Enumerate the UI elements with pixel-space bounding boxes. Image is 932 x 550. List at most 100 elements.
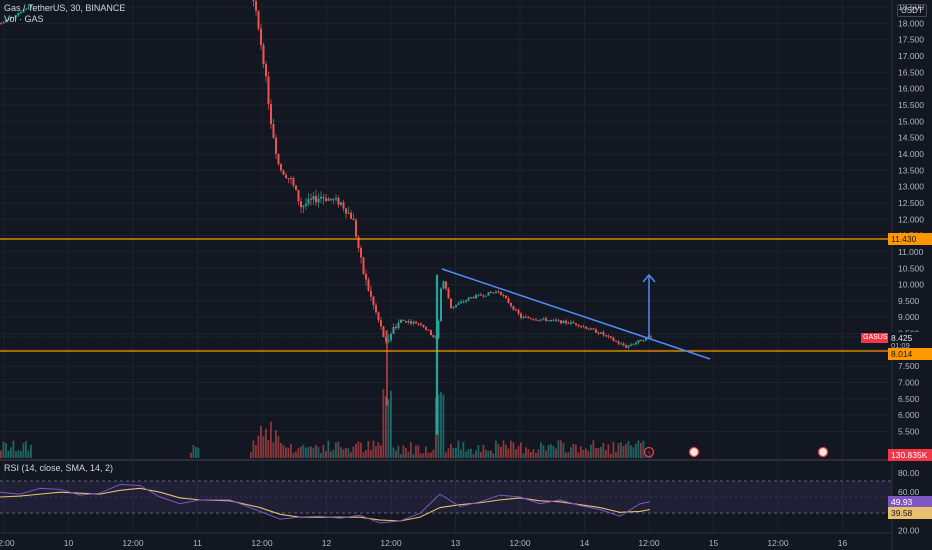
- volume-bar: [290, 443, 292, 458]
- candle-body: [387, 340, 390, 342]
- candle-body: [495, 291, 497, 293]
- candle-body: [372, 296, 375, 305]
- candle-body: [430, 330, 432, 336]
- volume-bar: [602, 442, 605, 458]
- volume-bar: [490, 450, 492, 458]
- price-axis-tick: 14.000: [898, 149, 924, 159]
- candle-body: [545, 318, 547, 321]
- candle-body: [322, 196, 325, 199]
- candle-body: [440, 288, 442, 321]
- volume-bar: [482, 444, 485, 458]
- volume-bar: [340, 447, 342, 458]
- candle-body: [627, 345, 630, 348]
- time-axis-tick: 11: [193, 538, 202, 548]
- candle-body: [535, 319, 537, 321]
- candle-body: [310, 198, 312, 200]
- volume-bar: [415, 445, 417, 458]
- volume-bar: [12, 440, 15, 458]
- candle-body: [392, 326, 395, 334]
- candle-body: [620, 343, 622, 345]
- candle-body: [290, 178, 292, 180]
- volume-bar: [522, 453, 525, 458]
- descending-trendline[interactable]: [441, 268, 711, 360]
- volume-bar: [535, 453, 537, 458]
- rsi-legend[interactable]: RSI (14, close, SMA, 14, 2): [4, 463, 114, 473]
- breakout-arrow[interactable]: [642, 273, 656, 338]
- volume-bar: [417, 445, 420, 458]
- volume-bar: [630, 445, 632, 458]
- candle-body: [550, 320, 552, 322]
- candle-body: [562, 320, 565, 324]
- candle-body: [505, 295, 507, 299]
- candle-body: [255, 1, 257, 11]
- time-axis[interactable]: 12:00 10 12:00 11 12:00 12 12:00 13 12:00 14 12:00…: [0, 538, 847, 548]
- volume-bar: [330, 451, 332, 458]
- candle-body: [492, 292, 495, 294]
- candle-body: [357, 236, 360, 249]
- candle-body: [282, 170, 285, 175]
- candle-body: [555, 319, 557, 321]
- candle-body: [370, 290, 372, 297]
- volume-bar: [27, 450, 30, 458]
- symbol-title[interactable]: Gas / TetherUS, 30, BINANCE: [4, 3, 126, 13]
- time-axis-tick: 12: [322, 538, 332, 548]
- candle-body: [267, 76, 270, 104]
- time-axis-tick: 12:00: [767, 538, 789, 548]
- candle-body: [532, 319, 535, 321]
- candle-body: [317, 198, 320, 203]
- volume-bar: [310, 446, 312, 458]
- candle-body: [422, 324, 425, 328]
- volume-bar: [5, 443, 7, 458]
- volume-bar: [500, 446, 502, 458]
- earnings-event-icon: [817, 446, 829, 458]
- volume-bar: [350, 452, 352, 458]
- candle-body: [587, 328, 590, 330]
- price-axis[interactable]: 18.500 18.000 17.500 17.000 16.500 16.000 15.5…: [898, 2, 924, 436]
- candle-body: [477, 294, 480, 296]
- volume-bar: [622, 446, 625, 458]
- candle-body: [642, 340, 645, 342]
- candle-body: [565, 320, 567, 324]
- candle-body: [632, 344, 635, 346]
- volume-bar: [437, 394, 440, 458]
- volume-bar: [250, 452, 252, 458]
- volume-bar: [10, 447, 12, 458]
- candle-body: [295, 185, 297, 191]
- candle-body: [307, 198, 310, 204]
- candle-body: [472, 297, 475, 299]
- volume-bar: [585, 448, 587, 458]
- volume-legend[interactable]: Vol · GAS: [4, 14, 44, 24]
- volume-bar: [610, 453, 612, 458]
- candle-body: [415, 321, 417, 324]
- candle-body: [432, 335, 435, 338]
- volume-bar: [255, 445, 257, 458]
- candle-body: [582, 326, 585, 328]
- volume-bar: [502, 440, 505, 458]
- candle-body: [347, 212, 350, 214]
- price-axis-tick: 11.000: [898, 247, 924, 257]
- volume-bar: [582, 449, 585, 458]
- price-axis-tick: 7.500: [898, 361, 920, 371]
- candle-body: [557, 320, 560, 322]
- candle-body: [360, 248, 362, 258]
- candle-body: [570, 322, 572, 324]
- candle-body: [412, 321, 415, 324]
- volume-bar: [555, 448, 557, 458]
- candle-body: [277, 153, 280, 165]
- currency-button[interactable]: USDT: [897, 4, 927, 17]
- candle-body: [275, 137, 277, 154]
- candle-body: [640, 339, 642, 342]
- time-axis-tick: 15: [709, 538, 719, 548]
- candle-body: [445, 281, 447, 289]
- volume-bar: [395, 450, 397, 458]
- event-markers[interactable]: ϟ: [643, 446, 829, 458]
- candle-body: [580, 326, 582, 328]
- volume-bar: [495, 440, 497, 458]
- volume-bar: [307, 447, 310, 458]
- candle-body: [510, 302, 512, 307]
- volume-bar: [337, 441, 340, 458]
- candle-body: [630, 344, 632, 346]
- volume-bar: [525, 447, 527, 458]
- volume-bar: [637, 440, 640, 458]
